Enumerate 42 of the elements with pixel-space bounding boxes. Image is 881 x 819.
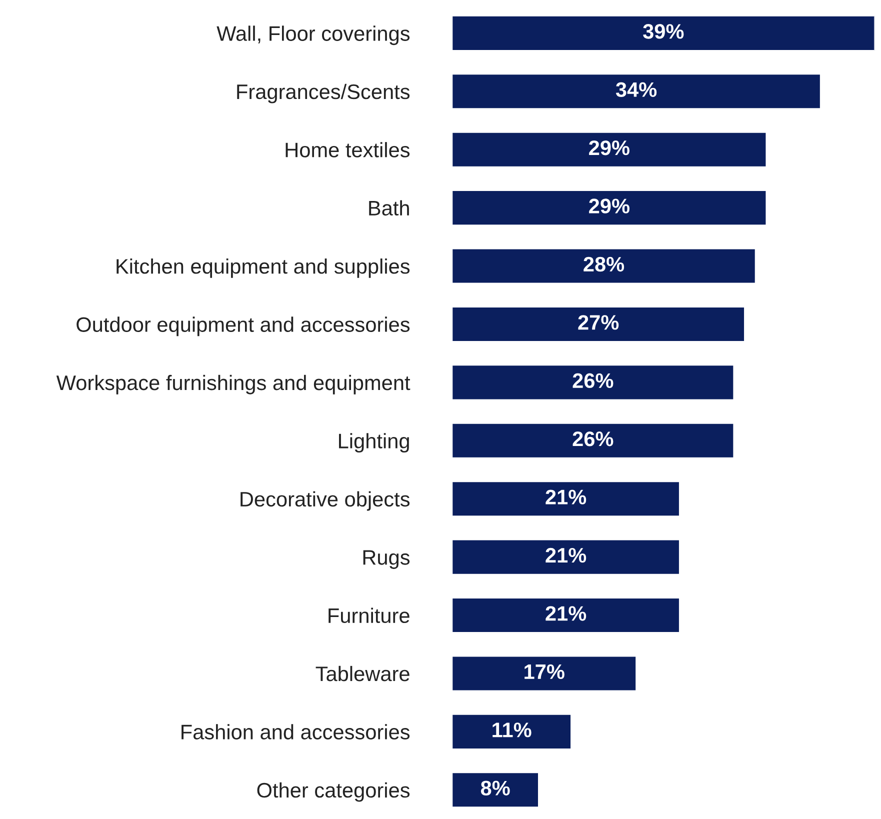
bar bbox=[452, 655, 637, 692]
y-tick-label: Kitchen equipment and supplies bbox=[116, 258, 410, 278]
data-label: 34% bbox=[616, 82, 657, 98]
y-tick-label: Home textiles bbox=[286, 142, 410, 158]
bar bbox=[452, 422, 735, 459]
data-label: 11% bbox=[492, 722, 532, 738]
bar bbox=[452, 538, 680, 576]
data-label: 28% bbox=[584, 256, 624, 272]
data-label: 21% bbox=[546, 606, 586, 621]
y-tick-label: Furniture bbox=[328, 608, 410, 624]
bar bbox=[452, 190, 768, 226]
bar bbox=[452, 15, 875, 52]
bar bbox=[452, 306, 746, 342]
y-tick-label: Rugs bbox=[363, 550, 410, 569]
y-tick-label: Lighting bbox=[339, 433, 409, 453]
bar bbox=[452, 364, 735, 401]
bar bbox=[452, 480, 680, 518]
bar bbox=[452, 597, 680, 634]
bar bbox=[452, 714, 572, 750]
data-label: 27% bbox=[578, 315, 619, 330]
data-label: 21% bbox=[546, 548, 586, 563]
bar bbox=[452, 131, 768, 168]
y-tick-label: Fashion and accessories bbox=[182, 724, 410, 740]
data-label: 17% bbox=[524, 664, 564, 680]
y-tick-label: Workspace furnishings and equipment bbox=[56, 374, 410, 394]
data-label: 29% bbox=[589, 198, 630, 214]
bar bbox=[452, 248, 756, 284]
data-label: 39% bbox=[643, 24, 684, 39]
data-label: 21% bbox=[546, 490, 586, 504]
y-tick-label: Tableware bbox=[316, 666, 410, 682]
y-tick-label: Outdoor equipment and accessories bbox=[76, 316, 410, 336]
bar bbox=[452, 73, 822, 110]
y-tick-label: Wall, Floor coverings bbox=[216, 26, 410, 46]
y-tick-label: Other categories bbox=[257, 782, 410, 802]
data-label: 26% bbox=[572, 431, 614, 446]
y-tick-label: Bath bbox=[369, 200, 409, 216]
y-tick-label: Fragrances/Scents bbox=[237, 84, 410, 104]
data-label: 29% bbox=[589, 140, 630, 156]
bar bbox=[452, 772, 540, 808]
data-label: 8% bbox=[480, 780, 510, 796]
data-label: 26% bbox=[572, 373, 614, 388]
y-tick-label: Decorative objects bbox=[240, 491, 410, 511]
